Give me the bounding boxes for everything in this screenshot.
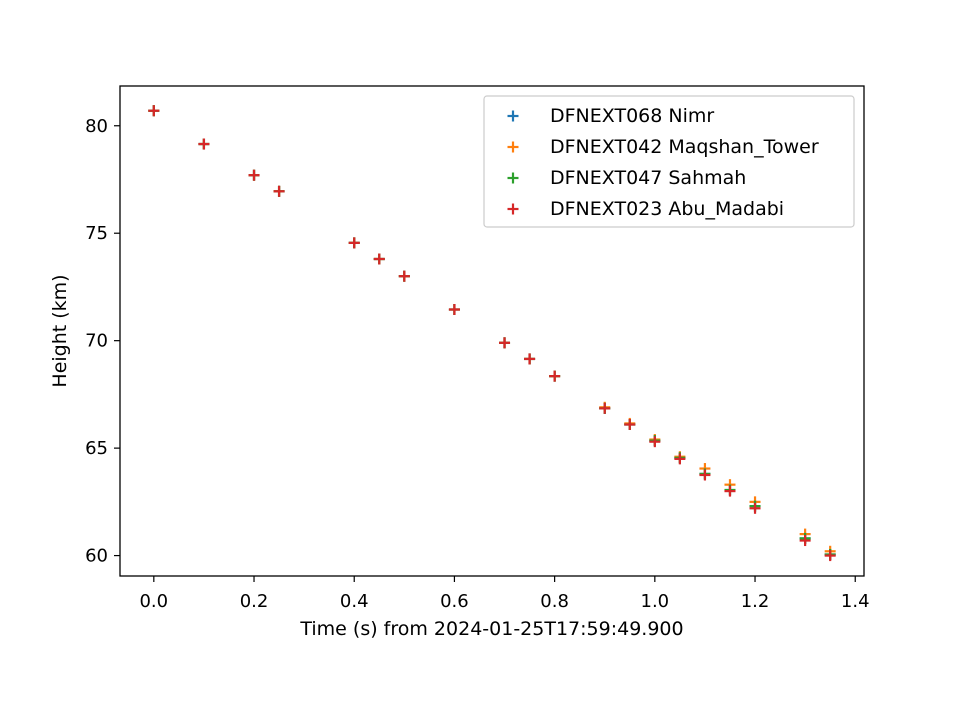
data-point xyxy=(699,469,711,481)
x-tick-label: 1.2 xyxy=(741,591,770,612)
data-point xyxy=(448,304,460,316)
legend-entry: DFNEXT047 Sahmah xyxy=(507,167,746,189)
legend: DFNEXT068 Nimr DFNEXT042 Maqshan_Tower DFN… xyxy=(483,95,855,228)
legend-entry: DFNEXT042 Maqshan_Tower xyxy=(507,136,819,158)
data-point xyxy=(599,402,611,414)
legend-marker xyxy=(507,203,519,215)
axes-frame xyxy=(119,85,865,577)
legend-entry: DFNEXT023 Abu_Madabi xyxy=(507,198,784,220)
data-markers xyxy=(148,105,836,562)
y-tick-label: 75 xyxy=(85,223,108,244)
data-point xyxy=(373,253,385,265)
data-point xyxy=(273,185,285,197)
data-point xyxy=(348,237,360,249)
data-point xyxy=(649,436,661,448)
series-4 xyxy=(148,105,836,562)
legend-label: DFNEXT023 Abu_Madabi xyxy=(550,198,784,220)
data-point xyxy=(674,453,686,465)
data-point xyxy=(624,418,636,430)
y-tick-label: 70 xyxy=(85,331,108,352)
x-axis-ticks: 0.0 0.2 0.4 0.6 0.8 1.0 1.2 1.4 xyxy=(139,576,870,612)
x-tick-label: 1.4 xyxy=(841,591,870,612)
legend-marker xyxy=(507,110,519,122)
data-point xyxy=(398,270,410,282)
data-point xyxy=(824,550,836,562)
legend-entry: DFNEXT068 Nimr xyxy=(507,105,714,127)
data-point xyxy=(549,370,561,382)
y-axis-label: Height (km) xyxy=(49,274,71,387)
legend-frame xyxy=(483,95,855,228)
y-tick-label: 65 xyxy=(85,438,108,459)
x-tick-label: 0.4 xyxy=(340,591,369,612)
x-tick-label: 0.2 xyxy=(240,591,269,612)
y-tick-label: 60 xyxy=(85,546,108,567)
data-point xyxy=(198,138,210,150)
legend-marker xyxy=(507,172,519,184)
x-tick-label: 0.6 xyxy=(440,591,469,612)
y-axis-ticks: 60 65 70 75 80 xyxy=(85,116,120,567)
data-point xyxy=(499,337,511,349)
y-tick-label: 80 xyxy=(85,116,108,137)
data-point xyxy=(749,502,761,514)
legend-label: DFNEXT068 Nimr xyxy=(550,105,714,127)
x-tick-label: 0.8 xyxy=(540,591,569,612)
data-point xyxy=(724,485,736,497)
data-point xyxy=(524,353,536,365)
legend-marker xyxy=(507,141,519,153)
data-point xyxy=(799,535,811,547)
data-point xyxy=(248,169,260,181)
x-axis-label: Time (s) from 2024-01-25T17:59:49.900 xyxy=(299,618,683,640)
x-tick-label: 1.0 xyxy=(641,591,670,612)
legend-label: DFNEXT042 Maqshan_Tower xyxy=(550,136,819,158)
data-point xyxy=(148,105,160,117)
legend-label: DFNEXT047 Sahmah xyxy=(550,167,746,189)
x-tick-label: 0.0 xyxy=(139,591,168,612)
